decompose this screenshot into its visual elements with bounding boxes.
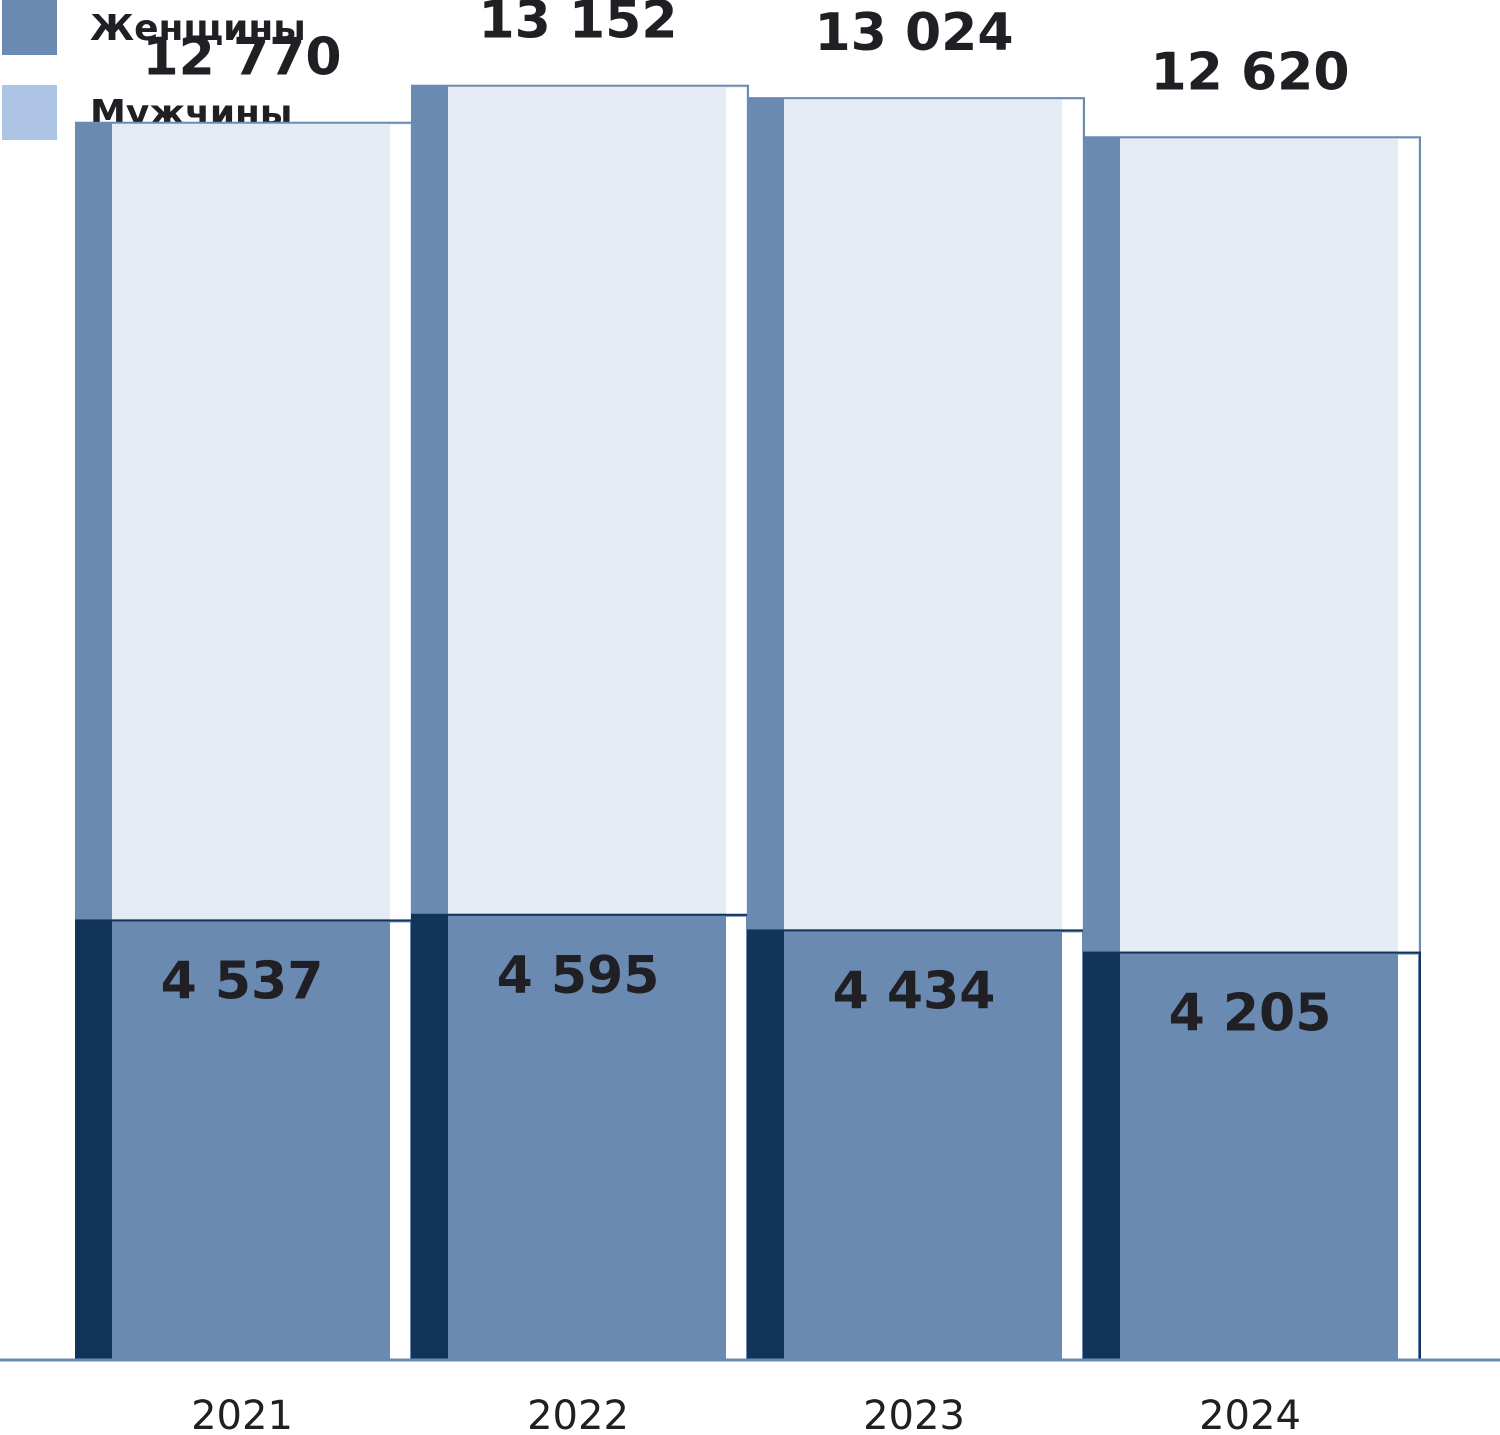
- bar-men-gap: [726, 87, 746, 915]
- bar-men-gap: [1398, 139, 1418, 953]
- bar-men-edge: [748, 98, 784, 931]
- value-label: 4 537: [161, 951, 324, 1011]
- bar-men-gap: [390, 124, 410, 921]
- value-label: 4 205: [1169, 984, 1332, 1044]
- legend-swatch: [2, 0, 57, 55]
- x-tick-label: 2024: [1199, 1393, 1301, 1435]
- bar-women: [1083, 951, 1421, 1361]
- total-label: 12 770: [142, 28, 341, 88]
- total-label: 12 620: [1150, 42, 1349, 102]
- bar-men-edge: [1084, 137, 1120, 953]
- bar-women-edge: [748, 930, 784, 1360]
- bar-men: [75, 121, 413, 922]
- bar-women-edge: [412, 914, 448, 1360]
- x-tick-label: 2021: [191, 1393, 293, 1435]
- total-label: 13 152: [478, 0, 677, 51]
- value-label: 4 595: [497, 946, 660, 1006]
- bar-women-gap: [1398, 954, 1418, 1360]
- bar-men: [747, 97, 1085, 932]
- bar-women-edge: [1084, 952, 1120, 1360]
- bar-women-gap: [726, 916, 746, 1360]
- value-label: 4 434: [833, 961, 996, 1021]
- bar-men-edge: [76, 122, 112, 921]
- bar-women-gap: [390, 922, 410, 1360]
- bar-women-edge: [76, 920, 112, 1360]
- total-label: 13 024: [814, 3, 1013, 63]
- bar-men: [411, 84, 749, 916]
- legend-label: Женщины: [90, 8, 306, 49]
- bar-men: [1083, 136, 1421, 954]
- bar-women: [747, 929, 1085, 1361]
- bar-men-edge: [412, 85, 448, 915]
- bar-men-gap: [1062, 100, 1082, 931]
- x-tick-label: 2022: [527, 1393, 629, 1435]
- bar-women: [75, 919, 413, 1361]
- x-tick-label: 2023: [863, 1393, 965, 1435]
- legend-swatch: [2, 85, 57, 140]
- bar-women-gap: [1062, 932, 1082, 1360]
